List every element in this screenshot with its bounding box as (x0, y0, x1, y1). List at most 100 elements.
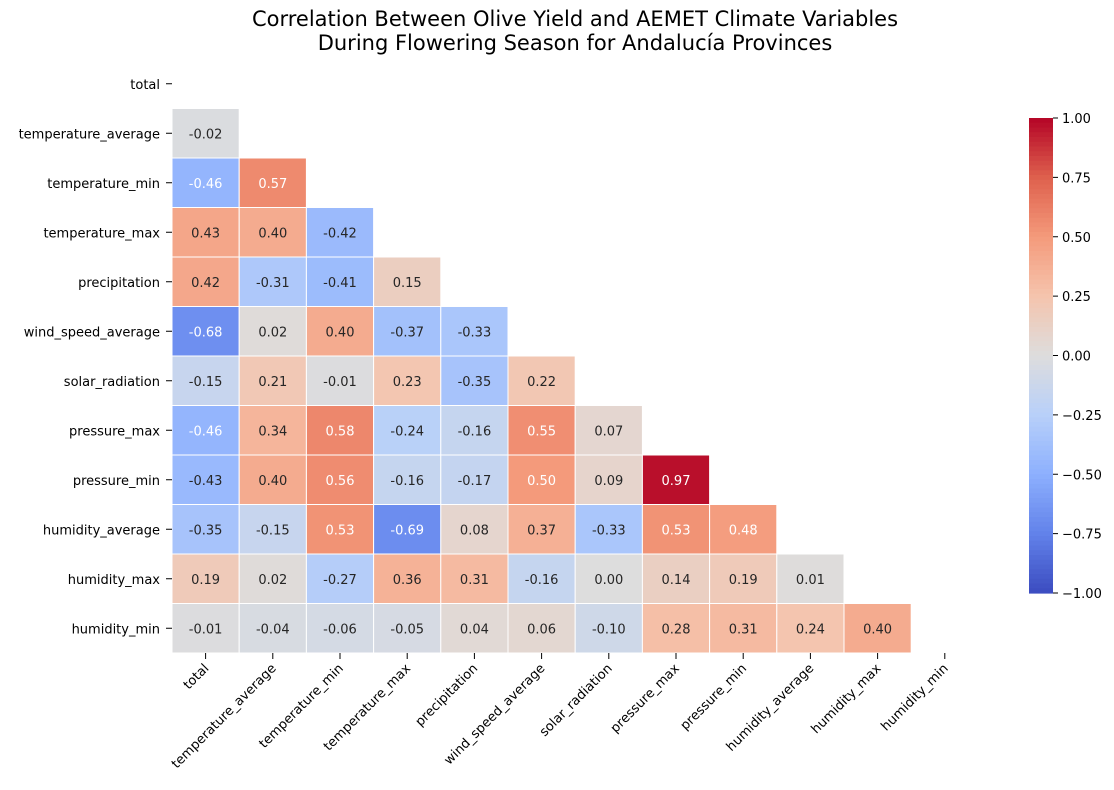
y-axis-tick-label: total (130, 78, 160, 93)
cell-value-label: 0.04 (460, 622, 489, 637)
heatmap-cell-humidity_average-pressure_min (709, 504, 778, 555)
colorbar-segment (1029, 265, 1053, 271)
colorbar-segment (1029, 574, 1053, 580)
cell-value-label: 0.43 (191, 226, 220, 241)
heatmap-cell-wind_speed_average-temperature_max (373, 306, 442, 357)
cell-value-label: 0.40 (258, 474, 287, 489)
colorbar-segment (1029, 436, 1053, 442)
cell-value-label: 0.21 (258, 375, 287, 390)
colorbar-segment (1029, 384, 1053, 390)
colorbar-segment (1029, 213, 1053, 219)
colorbar-tick-label: −0.75 (1062, 528, 1102, 543)
cell-value-label: 0.40 (258, 226, 287, 241)
colorbar-segment (1029, 350, 1053, 357)
colorbar-segment (1029, 417, 1053, 423)
cell-value-label: -0.37 (390, 325, 424, 340)
cell-value-label: 0.36 (393, 573, 422, 588)
colorbar-segment (1029, 374, 1053, 380)
cell-value-label: 0.58 (326, 424, 355, 439)
cell-value-label: 0.07 (594, 424, 623, 439)
cell-value-label: 0.23 (393, 375, 422, 390)
heatmap-cell-humidity_min-temperature_max (373, 603, 442, 654)
heatmap-cell-pressure_max-temperature_max (373, 405, 442, 456)
colorbar-segment (1029, 189, 1053, 195)
heatmap-cell-pressure_max-total (171, 405, 240, 456)
chart-title-line-1: Correlation Between Olive Yield and AEME… (252, 7, 898, 31)
cell-value-label: -0.46 (189, 177, 223, 192)
cell-value-label: -0.33 (458, 325, 492, 340)
colorbar-segment (1029, 455, 1053, 461)
colorbar-segment (1029, 555, 1053, 561)
colorbar-segment (1029, 498, 1053, 504)
colorbar-tick-label: −1.00 (1062, 587, 1102, 602)
heatmap-cell-solar_radiation-wind_speed_average (507, 355, 576, 406)
heatmap-cell-humidity_average-temperature_max (373, 504, 442, 555)
cell-value-label: 0.15 (393, 276, 422, 291)
cell-value-label: 0.53 (326, 523, 355, 538)
y-axis-tick-labels: total temperature_average temperature_mint… (19, 78, 172, 637)
heatmap-cell-temperature_min-total (171, 157, 240, 208)
colorbar-segment (1029, 227, 1053, 233)
heatmap-cell-solar_radiation-temperature_average (238, 355, 307, 406)
y-axis-tick-label: temperature_max (43, 226, 160, 241)
colorbar-segment (1029, 441, 1053, 447)
cell-value-label: 0.31 (729, 622, 758, 637)
colorbar-segment (1029, 545, 1053, 551)
colorbar-segment (1029, 331, 1053, 338)
colorbar-segment (1029, 346, 1053, 352)
heatmap-cell-solar_radiation-precipitation (440, 355, 509, 406)
heatmap-cell-pressure_min-total (171, 454, 240, 505)
cell-value-label: -0.35 (458, 375, 492, 390)
colorbar-segment (1029, 388, 1053, 395)
colorbar-segment (1029, 502, 1053, 509)
cell-value-label: 0.42 (191, 276, 220, 291)
heatmap-cell-temperature_min-temperature_average (238, 157, 307, 208)
x-axis-tick-label: pressure_min (678, 661, 750, 733)
colorbar-segment (1029, 317, 1053, 323)
cell-value-label: 0.00 (594, 573, 623, 588)
cell-value-label: 0.97 (662, 474, 691, 489)
heatmap-cell-precipitation-temperature_max (373, 256, 442, 307)
heatmap-cell-humidity_average-solar_radiation (574, 504, 643, 555)
colorbar-segment (1029, 403, 1053, 409)
heatmap-cell-humidity_max-pressure_min (709, 553, 778, 604)
colorbar-segment (1029, 564, 1053, 570)
heatmap-cell-wind_speed_average-temperature_average (238, 306, 307, 357)
heatmap-cell-humidity_min-wind_speed_average (507, 603, 576, 654)
colorbar-tick-label: −0.25 (1062, 409, 1102, 424)
colorbar-segment (1029, 284, 1053, 290)
colorbar-segment (1029, 355, 1053, 361)
heatmap-cell-pressure_max-solar_radiation (574, 405, 643, 456)
cell-value-label: 0.34 (258, 424, 287, 439)
x-axis-tick-label: humidity_max (809, 661, 885, 737)
colorbar-segment (1029, 488, 1053, 494)
cell-value-label: 0.14 (662, 573, 691, 588)
cell-value-label: -0.35 (189, 523, 223, 538)
y-axis-tick-label: temperature_min (47, 177, 160, 192)
colorbar-segment (1029, 536, 1053, 542)
colorbar-segment (1029, 184, 1053, 190)
heatmap-cell-humidity_average-temperature_min (305, 504, 375, 555)
colorbar-segment (1029, 526, 1053, 532)
cell-value-label: -0.42 (323, 226, 357, 241)
colorbar-segment (1029, 246, 1053, 252)
cell-value-label: -0.33 (592, 523, 626, 538)
cell-value-label: 0.40 (326, 325, 355, 340)
colorbar-segment (1029, 398, 1053, 404)
heatmap-cell-pressure_max-wind_speed_average (507, 405, 576, 456)
colorbar-segment (1029, 341, 1053, 347)
heatmap-cell-temperature_max-temperature_min (305, 207, 375, 258)
colorbar-segment (1029, 569, 1053, 575)
y-axis-tick-label: precipitation (78, 276, 160, 291)
y-axis-tick-label: pressure_max (69, 424, 160, 439)
colorbar-segment (1029, 540, 1053, 547)
colorbar-segment (1029, 483, 1053, 490)
heatmap-cell-humidity_average-total (171, 504, 240, 555)
colorbar-segment (1029, 118, 1053, 124)
heatmap-cell-solar_radiation-temperature_min (305, 355, 375, 406)
cell-value-label: 0.19 (729, 573, 758, 588)
colorbar-tick-label: 0.25 (1062, 290, 1091, 305)
colorbar-segment (1029, 151, 1053, 157)
heatmap-cell-temperature_average-total (171, 108, 240, 159)
